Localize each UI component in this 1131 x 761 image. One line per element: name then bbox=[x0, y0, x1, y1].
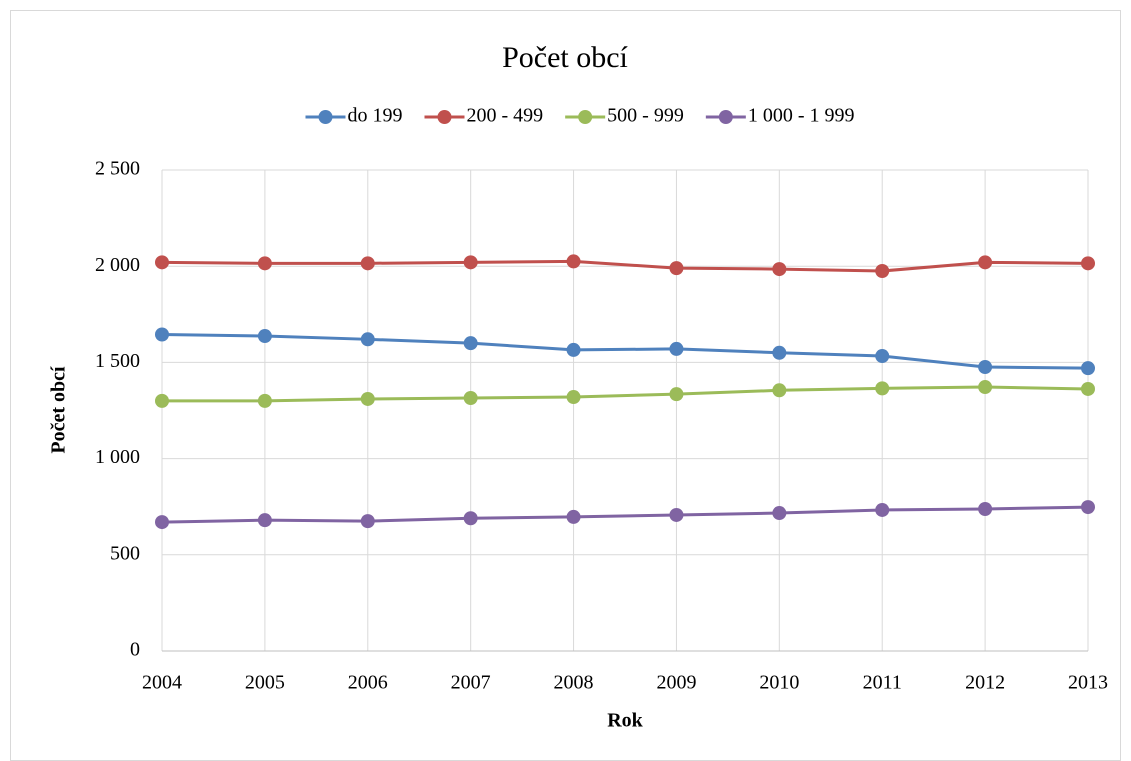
data-point bbox=[875, 502, 890, 517]
legend: do 199 200 - 499 500 - 999 1 000 - 1 999 bbox=[305, 105, 855, 127]
data-point bbox=[1081, 256, 1095, 271]
data-point bbox=[978, 380, 993, 395]
data-point bbox=[155, 393, 169, 408]
data-point bbox=[978, 502, 993, 517]
legend-marker bbox=[578, 110, 593, 124]
data-point bbox=[257, 329, 272, 344]
y-tick-label: 0 bbox=[130, 639, 140, 661]
y-tick-label: 1 500 bbox=[95, 350, 140, 372]
data-point bbox=[1081, 361, 1095, 376]
data-point bbox=[257, 256, 272, 271]
y-axis-label: Počet obcí bbox=[48, 366, 70, 454]
chart-border bbox=[10, 10, 1121, 761]
series-line bbox=[162, 385, 1089, 403]
data-point bbox=[257, 393, 272, 408]
x-axis-label: Rok bbox=[607, 710, 643, 732]
data-point bbox=[1081, 381, 1095, 396]
data-point bbox=[669, 507, 684, 522]
series-line bbox=[161, 333, 1089, 370]
data-point bbox=[772, 262, 787, 277]
x-tick-label: 2011 bbox=[863, 672, 902, 694]
data-point bbox=[978, 255, 993, 270]
data-point bbox=[669, 261, 684, 276]
y-tick-label: 500 bbox=[110, 542, 140, 564]
data-point bbox=[155, 515, 169, 530]
data-point bbox=[360, 256, 375, 271]
legend-label: 200 - 499 bbox=[466, 105, 543, 127]
legend-marker bbox=[318, 110, 333, 124]
legend-marker bbox=[718, 110, 733, 124]
data-point bbox=[360, 332, 375, 347]
data-point bbox=[875, 264, 890, 279]
series-line bbox=[161, 259, 1089, 273]
y-tick-label: 2 000 bbox=[95, 254, 140, 276]
x-tick-label: 2010 bbox=[759, 672, 799, 694]
data-point bbox=[772, 383, 787, 398]
data-point bbox=[978, 360, 993, 375]
data-point bbox=[566, 509, 581, 524]
series-line bbox=[161, 505, 1089, 524]
data-point bbox=[463, 390, 478, 405]
data-point bbox=[463, 336, 478, 351]
y-tick-label: 2 500 bbox=[95, 158, 140, 180]
x-tick-label: 2013 bbox=[1068, 672, 1108, 694]
data-point bbox=[566, 390, 581, 405]
data-point bbox=[669, 341, 684, 356]
data-point bbox=[669, 387, 684, 402]
data-point bbox=[566, 342, 581, 357]
data-point bbox=[463, 255, 478, 270]
data-point bbox=[257, 513, 272, 528]
x-tick-label: 2007 bbox=[451, 672, 491, 694]
legend-label: 1 000 - 1 999 bbox=[748, 105, 855, 127]
x-tick-label: 2008 bbox=[554, 672, 594, 694]
x-tick-label: 2006 bbox=[348, 672, 388, 694]
data-point bbox=[566, 254, 581, 269]
data-point bbox=[360, 391, 375, 406]
data-point bbox=[875, 349, 890, 364]
y-tick-label: 1 000 bbox=[95, 446, 140, 468]
data-point bbox=[772, 345, 787, 360]
x-tick-label: 2012 bbox=[965, 672, 1005, 694]
legend-label: 500 - 999 bbox=[607, 105, 684, 127]
data-point bbox=[155, 327, 169, 342]
data-point bbox=[463, 511, 478, 526]
legend-label: do 199 bbox=[347, 105, 402, 127]
chart-title: Počet obcí bbox=[502, 41, 628, 74]
legend-marker bbox=[437, 110, 452, 124]
data-point bbox=[772, 506, 787, 521]
x-tick-label: 2004 bbox=[142, 672, 182, 694]
x-tick-label: 2009 bbox=[656, 672, 696, 694]
data-point bbox=[155, 255, 169, 270]
data-point bbox=[875, 381, 890, 396]
data-point bbox=[360, 514, 375, 529]
data-point bbox=[1081, 500, 1095, 515]
x-tick-label: 2005 bbox=[245, 672, 285, 694]
